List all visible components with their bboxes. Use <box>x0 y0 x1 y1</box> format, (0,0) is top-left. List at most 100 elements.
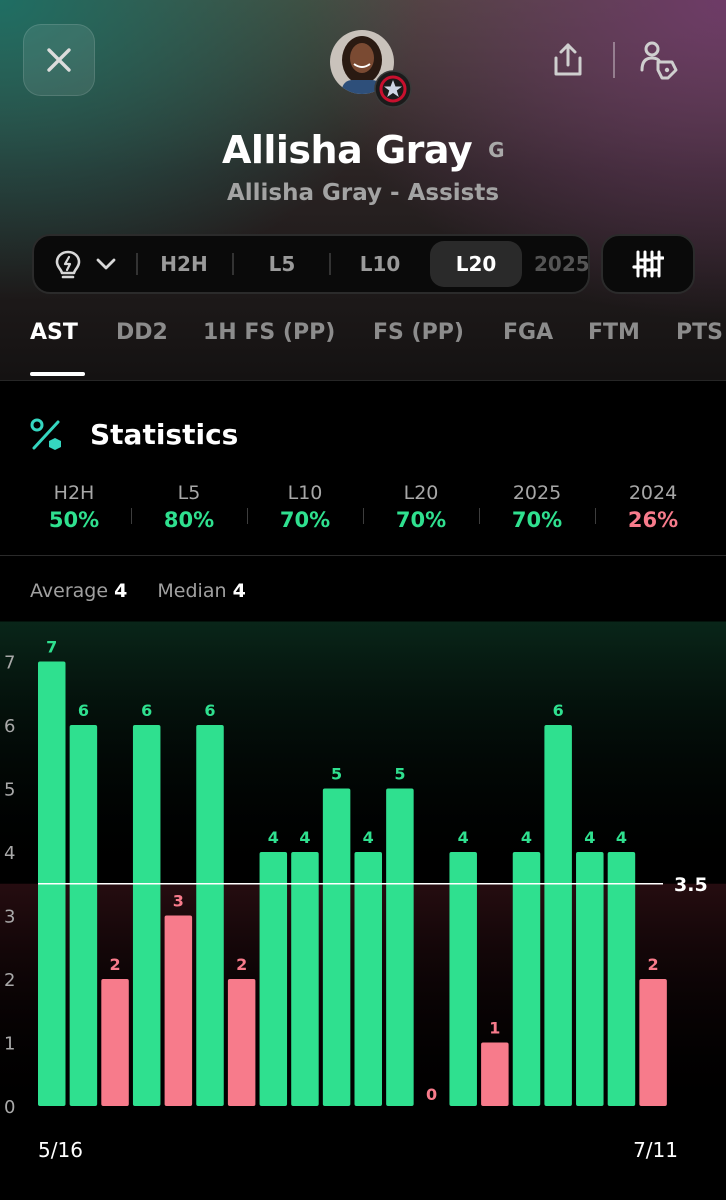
y-tick-label: 1 <box>4 1034 15 1055</box>
lightbulb-icon[interactable] <box>54 250 82 280</box>
bar[interactable] <box>69 725 98 1106</box>
bar[interactable] <box>386 788 414 1107</box>
bar-value-label: 2 <box>109 955 120 974</box>
x-start-label: 5/16 <box>38 1138 83 1162</box>
bar[interactable] <box>576 852 604 1106</box>
stat-l5: L5 80% <box>131 482 247 532</box>
y-tick-label: 0 <box>4 1097 15 1118</box>
y-tick-label: 4 <box>4 843 15 864</box>
page-subtitle: Allisha Gray - Assists <box>226 180 500 206</box>
stat-value: 70% <box>511 508 563 532</box>
bar[interactable] <box>164 915 193 1107</box>
filter-l20[interactable]: L20 <box>430 241 522 287</box>
y-tick-label: 2 <box>4 970 15 991</box>
y-tick-label: 6 <box>4 716 15 737</box>
position-badge: G <box>488 138 505 162</box>
bar[interactable] <box>259 852 288 1106</box>
filter-h2h[interactable]: H2H <box>160 252 208 276</box>
stat-label: 2024 <box>628 482 678 504</box>
stat-2025: 2025 70% <box>479 482 595 532</box>
bar[interactable] <box>449 852 477 1106</box>
bar[interactable] <box>101 979 129 1106</box>
x-end-label: 7/11 <box>633 1138 678 1162</box>
range-filter-bar: H2H L5 L10 L20 2025 <box>32 234 590 294</box>
bar[interactable] <box>227 979 256 1106</box>
chevron-down-icon[interactable] <box>94 254 118 274</box>
statistics-title: Statistics <box>90 418 239 451</box>
stat-divider <box>595 508 596 524</box>
bar[interactable] <box>481 1042 509 1107</box>
stat-divider <box>479 508 480 524</box>
bar-value-label: 5 <box>394 765 405 784</box>
tab-1h-fs-pp[interactable]: 1H FS (PP) <box>203 320 336 345</box>
bar[interactable] <box>132 725 161 1106</box>
stat-label: H2H <box>53 482 95 504</box>
bar[interactable] <box>322 788 351 1107</box>
stat-value: 26% <box>627 508 679 532</box>
stat-label: L10 <box>287 482 323 504</box>
stat-value: 70% <box>279 508 331 532</box>
over-zone <box>0 621 726 884</box>
bar-value-label: 4 <box>299 828 310 847</box>
filter-divider <box>329 253 331 275</box>
player-avatar-group <box>330 30 414 108</box>
tab-fga[interactable]: FGA <box>503 320 554 345</box>
close-icon <box>47 48 71 72</box>
bar-value-label: 6 <box>553 701 564 720</box>
bar-value-label: 6 <box>78 701 89 720</box>
avatar <box>330 30 394 94</box>
player-name-row: Allisha Gray G <box>0 128 726 172</box>
bar-value-label: 5 <box>331 765 342 784</box>
bar[interactable] <box>196 725 224 1106</box>
bar-value-label: 0 <box>426 1085 437 1104</box>
tab-fs-pp[interactable]: FS (PP) <box>373 320 464 345</box>
median-label: Median <box>157 580 227 602</box>
stat-l10: L10 70% <box>247 482 363 532</box>
average-label: Average <box>30 580 109 602</box>
filter-l5[interactable]: L5 <box>268 252 296 276</box>
bar[interactable] <box>544 725 572 1106</box>
bar[interactable] <box>639 979 667 1106</box>
tab-ast[interactable]: AST <box>30 320 78 345</box>
y-tick-label: 7 <box>4 653 15 674</box>
bar[interactable] <box>512 852 541 1106</box>
bar[interactable] <box>607 852 636 1106</box>
player-name: Allisha Gray <box>221 128 473 172</box>
tab-ftm[interactable]: FTM <box>588 320 640 345</box>
statistics-row: H2H 50% L5 80% L10 70% L20 70% 2025 70% … <box>0 482 726 542</box>
active-tab-indicator <box>30 372 85 376</box>
stat-h2h: H2H 50% <box>16 482 132 532</box>
bar-value-label: 7 <box>46 638 57 657</box>
share-icon[interactable] <box>548 40 588 80</box>
stat-value: 50% <box>48 508 100 532</box>
team-logo-icon <box>374 70 412 108</box>
average-value: 4 <box>114 580 128 602</box>
header-divider <box>613 42 615 78</box>
sliders-icon <box>632 250 664 278</box>
percent-icon <box>30 418 61 450</box>
stat-divider <box>131 508 132 524</box>
y-tick-label: 5 <box>4 780 15 801</box>
stat-label: L5 <box>177 482 201 504</box>
bar-value-label: 1 <box>489 1019 500 1038</box>
tab-pts[interactable]: PTS <box>676 320 723 345</box>
stat-divider <box>247 508 248 524</box>
stat-tabs: AST DD2 1H FS (PP) FS (PP) FGA FTM PTS <box>0 320 726 381</box>
bar-value-label: 2 <box>236 955 247 974</box>
filter-2025[interactable]: 2025 <box>534 252 590 276</box>
threshold-label: 3.5 <box>674 874 708 896</box>
stat-l20: L20 70% <box>363 482 479 532</box>
bar[interactable] <box>291 852 319 1106</box>
bar-value-label: 6 <box>141 701 152 720</box>
tab-dd2[interactable]: DD2 <box>116 320 168 345</box>
bar[interactable] <box>354 852 383 1106</box>
filter-l10[interactable]: L10 <box>359 252 401 276</box>
stat-divider <box>363 508 364 524</box>
y-tick-label: 3 <box>4 907 15 928</box>
person-tag-icon[interactable] <box>638 40 680 80</box>
stat-value: 80% <box>163 508 215 532</box>
section-divider <box>0 555 726 556</box>
adjust-button[interactable] <box>601 234 695 294</box>
close-button[interactable] <box>23 24 95 96</box>
bar-value-label: 4 <box>616 828 627 847</box>
